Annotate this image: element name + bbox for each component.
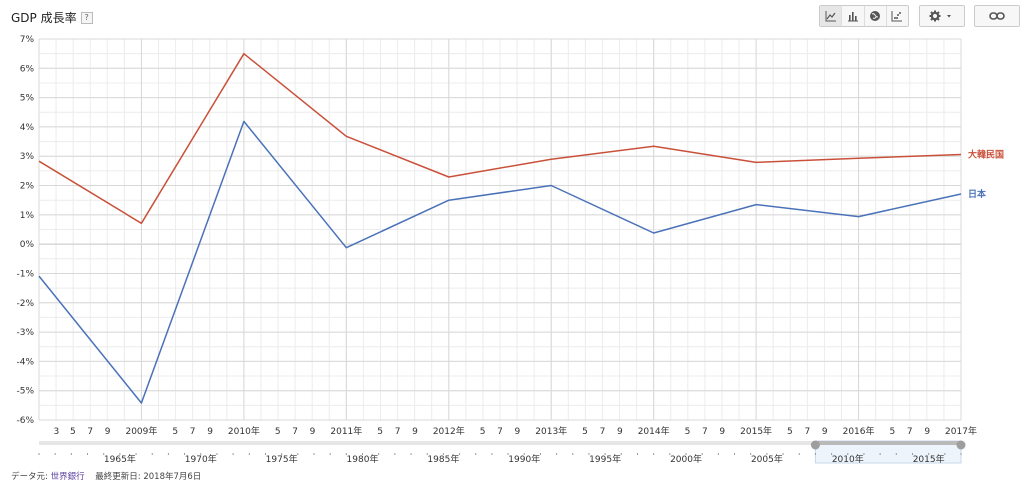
x-minor-label: 9 [515, 427, 521, 437]
x-minor-label: 9 [310, 427, 316, 437]
timeline-label: 2005年 [751, 453, 783, 465]
x-minor-label: 7 [292, 427, 298, 437]
timeline-label: 2015年 [913, 453, 945, 465]
y-tick-label: 6% [20, 64, 35, 74]
series-label: 日本 [968, 188, 987, 200]
chart-title-text: GDP 成長率 [11, 11, 77, 25]
series-line [38, 52, 962, 225]
gear-icon[interactable] [920, 6, 964, 26]
line-chart-icon[interactable] [820, 6, 843, 26]
timeline-label: 2010年 [832, 453, 864, 465]
x-tick-label: 2017年 [945, 425, 977, 437]
y-tick-label: -6% [16, 416, 34, 426]
x-minor-label: 9 [822, 427, 828, 437]
y-tick-label: 1% [20, 211, 35, 221]
timeline-label: 1985年 [427, 453, 459, 465]
x-tick-label: 2016年 [843, 425, 875, 437]
x-minor-label: 5 [70, 427, 76, 437]
x-minor-label: 5 [275, 427, 281, 437]
source-prefix: データ元: [11, 472, 51, 482]
x-minor-label: 3 [54, 427, 60, 437]
timeline-label: 1975年 [266, 453, 298, 465]
x-minor-label: 5 [172, 427, 178, 437]
link-icon[interactable] [975, 6, 1019, 26]
x-minor-label: 5 [787, 427, 793, 437]
x-minor-label: 5 [377, 427, 383, 437]
x-tick-label: 2015年 [740, 425, 772, 437]
y-tick-label: -1% [16, 269, 34, 279]
timeline-selection-bar [815, 441, 961, 445]
x-tick-label: 2011年 [330, 425, 362, 437]
y-tick-label: 7% [20, 35, 35, 45]
x-minor-label: 7 [87, 427, 93, 437]
link-button[interactable] [974, 5, 1020, 27]
x-tick-label: 2014年 [638, 425, 670, 437]
x-minor-label: 9 [924, 427, 930, 437]
x-minor-label: 7 [907, 427, 913, 437]
x-minor-label: 9 [412, 427, 418, 437]
x-minor-label: 9 [207, 427, 213, 437]
x-minor-label: 5 [582, 427, 588, 437]
chart-title: GDP 成長率 ? [11, 9, 93, 26]
footer: データ元: 世界銀行 最終更新日: 2018年7月6日 [11, 470, 201, 482]
help-icon[interactable]: ? [80, 11, 93, 24]
y-tick-label: 3% [20, 152, 35, 162]
timeline-right-handle [956, 440, 966, 450]
y-tick-label: -3% [16, 328, 34, 338]
x-tick-label: 2010年 [228, 425, 260, 437]
source-link[interactable]: 世界銀行 [50, 472, 85, 482]
x-minor-label: 7 [804, 427, 810, 437]
x-minor-label: 5 [889, 427, 895, 437]
y-tick-label: 5% [20, 94, 35, 104]
x-minor-label: 5 [685, 427, 691, 437]
y-tick-label: 4% [20, 123, 35, 133]
x-minor-label: 7 [600, 427, 606, 437]
y-tick-label: -2% [16, 299, 34, 309]
globe-icon[interactable] [865, 6, 887, 26]
x-minor-label: 9 [617, 427, 623, 437]
y-tick-label: -4% [16, 357, 34, 367]
timeline-label: 1980年 [347, 453, 379, 465]
timeline-left-handle [810, 440, 820, 450]
timeline-track [39, 441, 961, 445]
bar-chart-icon[interactable] [842, 6, 865, 26]
timeline-label: 1990年 [508, 453, 540, 465]
settings-button[interactable] [919, 5, 965, 27]
timeline-label: 1995年 [589, 453, 621, 465]
x-minor-label: 9 [719, 427, 725, 437]
series-line [38, 120, 962, 404]
x-tick-label: 2009年 [125, 425, 157, 437]
x-minor-label: 7 [497, 427, 503, 437]
y-tick-label: -5% [16, 387, 34, 397]
timeline-label: 1965年 [104, 453, 136, 465]
x-tick-label: 2013年 [535, 425, 567, 437]
scatter-chart-icon[interactable] [887, 6, 908, 26]
x-minor-label: 5 [480, 427, 486, 437]
x-minor-label: 7 [702, 427, 708, 437]
last-updated: 最終更新日: 2018年7月6日 [95, 472, 202, 482]
timeline-label: 2000年 [670, 453, 702, 465]
timeline-selection [814, 440, 962, 464]
x-minor-label: 7 [190, 427, 196, 437]
series-label: 大韓民国 [968, 148, 1004, 160]
x-minor-label: 7 [395, 427, 401, 437]
view-switcher [819, 5, 909, 27]
timeline-label: 1970年 [185, 453, 217, 465]
x-minor-label: 9 [105, 427, 111, 437]
y-tick-label: 2% [20, 182, 35, 192]
x-tick-label: 2012年 [433, 425, 465, 437]
y-tick-label: 0% [20, 240, 35, 250]
